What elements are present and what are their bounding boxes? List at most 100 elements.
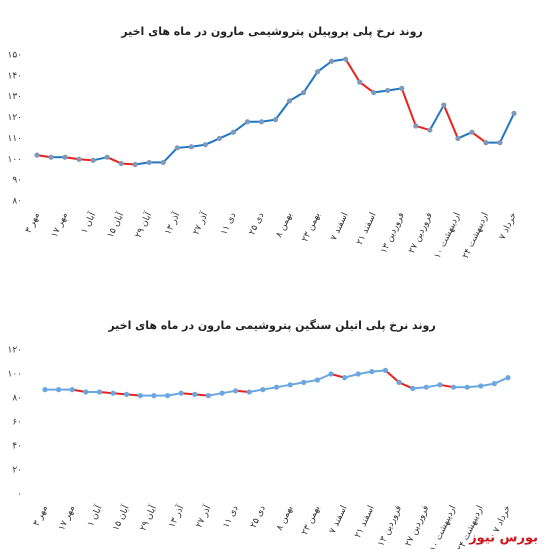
- x-tick-label: ۲۵ دی: [247, 211, 266, 237]
- y-tick-label: ۶۰: [12, 418, 22, 428]
- y-tick-label: ۹۰: [12, 176, 22, 186]
- point: [369, 369, 375, 375]
- x-tick-label: ۱۵ آبان: [109, 503, 131, 533]
- point: [273, 384, 280, 390]
- y-tick-label: ۱۰۰: [7, 370, 22, 380]
- chart-title: روند نرخ پلی پروپیلن پتروشیمی مارون در م…: [120, 25, 423, 38]
- point: [178, 390, 184, 396]
- point: [174, 145, 180, 151]
- point: [151, 393, 157, 399]
- x-tick-label: ۲۳ بهمن: [300, 211, 322, 244]
- x-tick-label: ۲۹ آبان: [132, 210, 154, 240]
- x-tick-label: ۱ آبان: [84, 503, 104, 529]
- point: [260, 387, 266, 393]
- point: [90, 157, 96, 163]
- point: [478, 383, 484, 389]
- point: [56, 387, 62, 393]
- point: [441, 102, 447, 108]
- point: [314, 377, 320, 383]
- x-tick-label: ۱۷ مهر: [50, 211, 70, 239]
- x-tick-label: ۸ بهمن: [274, 211, 294, 239]
- x-tick-label: ۷ اسفند: [329, 211, 351, 242]
- point: [450, 384, 457, 390]
- line-segment: [302, 71, 319, 94]
- point: [469, 129, 475, 135]
- point: [287, 382, 293, 388]
- point: [505, 375, 511, 381]
- y-tick-label: ۸۰: [12, 197, 22, 207]
- line-segment: [499, 112, 515, 144]
- point: [301, 379, 307, 385]
- x-tick-label: ۱۵ آبان: [104, 210, 126, 240]
- point: [48, 154, 54, 160]
- point: [464, 384, 470, 390]
- x-tick-label: ۱۰ اردیبهشت: [428, 504, 458, 549]
- y-tick-label: ۱۴۰: [7, 71, 22, 81]
- point: [118, 160, 124, 167]
- x-tick-label: ۱۰ اردیبهشت: [433, 211, 463, 260]
- point: [246, 389, 252, 395]
- point: [399, 85, 405, 91]
- x-tick-label: ۲۴ اردیبهشت: [461, 211, 491, 260]
- point: [497, 140, 503, 146]
- y-tick-label: ۰: [17, 490, 22, 500]
- point: [410, 385, 416, 391]
- x-tick-label: ۸ بهمن: [275, 504, 295, 532]
- y-tick-label: ۱۱۰: [7, 134, 22, 144]
- point: [300, 89, 307, 96]
- chart-title: روند نرخ پلی اتیلن سنگین پتروشیمی مارون …: [107, 319, 435, 332]
- point: [69, 387, 75, 393]
- y-tick-label: ۱۳۰: [7, 92, 22, 102]
- x-tick-label: ۲۷ آذر: [193, 503, 214, 530]
- line-segment: [232, 120, 249, 133]
- point: [413, 123, 419, 129]
- y-tick-label: ۱۵۰: [7, 51, 22, 61]
- point: [34, 152, 40, 158]
- point: [164, 393, 171, 399]
- x-tick-label: ۲۷ فروردین: [407, 211, 435, 255]
- line-segment: [428, 104, 445, 131]
- point: [272, 117, 279, 123]
- x-tick-label: ۲۷ آذر: [190, 210, 211, 237]
- point: [62, 154, 68, 160]
- y-tick-label: ۱۲۰: [7, 113, 22, 123]
- point: [341, 375, 348, 381]
- point: [110, 390, 116, 396]
- line-segment: [289, 91, 305, 102]
- point: [396, 379, 402, 385]
- point: [137, 393, 143, 399]
- x-tick-label: ۲۹ آبان: [137, 503, 159, 533]
- point: [357, 79, 363, 85]
- point: [42, 387, 48, 393]
- point: [146, 159, 152, 166]
- x-tick-label: ۲۱ اسفند: [353, 504, 377, 540]
- x-tick-label: ۲۱ اسفند: [355, 211, 379, 247]
- line-segment: [400, 88, 417, 127]
- point: [219, 390, 225, 396]
- line-segment: [162, 147, 179, 164]
- brand: بورس نیوز: [468, 531, 538, 546]
- point: [329, 58, 335, 64]
- x-tick-label: ۱۳ فروردین: [379, 211, 407, 255]
- point: [371, 89, 377, 96]
- line-segment: [316, 60, 333, 73]
- point: [427, 127, 433, 133]
- point: [385, 87, 391, 94]
- y-tick-label: ۲۰: [12, 466, 22, 476]
- x-tick-label: ۲۵ دی: [249, 504, 268, 530]
- point: [286, 98, 293, 104]
- point: [205, 393, 212, 399]
- point: [124, 391, 130, 397]
- point: [233, 388, 239, 394]
- line-segment: [471, 131, 487, 144]
- point: [244, 119, 251, 125]
- x-tick-label: ۳ مهر: [24, 211, 42, 235]
- point: [83, 389, 89, 395]
- point: [423, 384, 429, 390]
- point: [76, 156, 82, 162]
- point: [483, 140, 489, 146]
- x-tick-label: ۱۳ فروردین: [376, 504, 404, 548]
- point: [258, 119, 265, 125]
- point: [104, 154, 110, 160]
